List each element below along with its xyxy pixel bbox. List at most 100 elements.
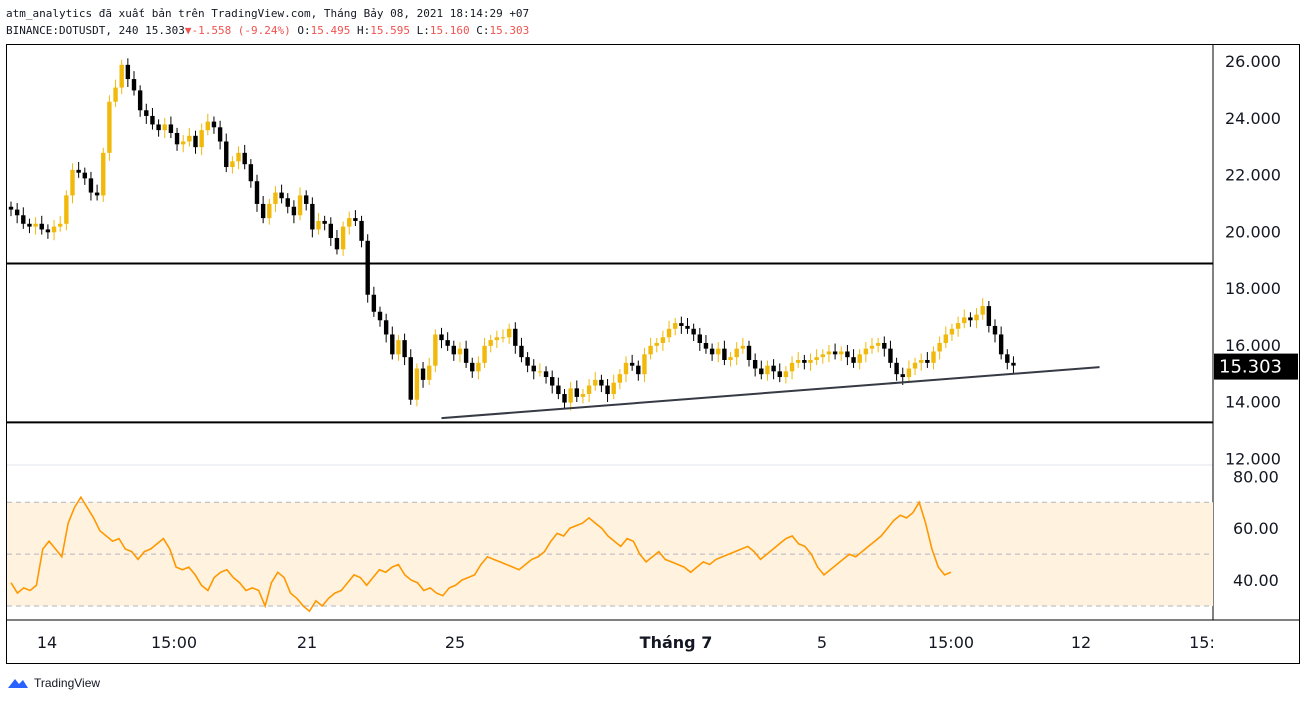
chart-svg[interactable]: 26.000 24.000 22.000 20.000 18.000 16.000 14.0… — [7, 45, 1299, 663]
candle-body — [931, 351, 936, 363]
candle-body — [125, 64, 131, 80]
candle-body — [832, 351, 838, 355]
candle-body — [236, 152, 241, 162]
candle-body — [894, 362, 899, 375]
tradingview-logo[interactable]: TradingView — [6, 674, 100, 692]
rsi-tick-label: 80.00 — [1233, 467, 1279, 486]
candle-body — [550, 377, 555, 386]
candle-body — [297, 195, 303, 216]
open-value: 15.495 — [310, 24, 351, 37]
publish-info: atm_analytics đã xuất bản trên TradingVi… — [6, 7, 530, 20]
candle-body — [666, 328, 672, 338]
candle-body — [21, 215, 26, 224]
candle-body — [506, 328, 512, 338]
candle-body — [968, 317, 973, 321]
candle-body — [937, 342, 942, 352]
candle-body — [248, 164, 254, 182]
candle-body — [144, 110, 149, 116]
candle-body — [470, 362, 475, 372]
candle-body — [359, 220, 364, 241]
candle-body — [875, 342, 881, 346]
candle-body — [611, 382, 616, 395]
candle-body — [33, 223, 38, 227]
candle-body — [882, 342, 887, 349]
candle-body — [187, 135, 192, 142]
candle-body — [980, 306, 985, 315]
candle-body — [51, 226, 57, 233]
candle-body — [654, 342, 659, 346]
candle-body — [45, 229, 51, 233]
candle-body — [648, 345, 653, 355]
candle-body — [660, 337, 666, 343]
candle-body — [113, 87, 118, 102]
candle-body — [383, 320, 389, 335]
candle-body — [390, 334, 395, 355]
candle-body — [131, 79, 137, 91]
last-price-label: 15.303 — [1219, 357, 1282, 378]
candle-body — [396, 340, 401, 355]
candle-body — [94, 192, 100, 196]
candle-body — [420, 368, 426, 380]
candle-body — [174, 132, 180, 145]
candle-body — [556, 385, 561, 395]
candle-body — [703, 342, 709, 349]
price-tick-label: 26.000 — [1225, 52, 1281, 71]
candle-body — [605, 385, 610, 395]
candle-body — [328, 223, 333, 238]
candle-body — [845, 351, 850, 358]
chart-frame[interactable]: 26.000 24.000 22.000 20.000 18.000 16.000 14.0… — [6, 44, 1300, 664]
candle-body — [912, 362, 918, 369]
candle-body — [986, 306, 992, 326]
time-tick-label: 21 — [297, 633, 317, 652]
candle-body — [826, 351, 832, 355]
candle-body — [334, 237, 340, 250]
candle-body — [279, 192, 284, 199]
time-tick-label: 15: — [1189, 633, 1215, 652]
candle-body — [820, 354, 825, 358]
candle-body — [919, 360, 924, 363]
candle-body — [445, 340, 450, 346]
price-tick-label: 22.000 — [1225, 166, 1281, 185]
candle-body — [974, 314, 979, 321]
candle-body — [955, 323, 961, 329]
last-price-badge — [1214, 353, 1298, 380]
candle-body — [260, 203, 266, 219]
open-label: O: — [297, 24, 311, 37]
candle-body — [562, 394, 567, 403]
candle-body — [802, 360, 807, 363]
candle-body — [789, 362, 795, 372]
candle-body — [740, 345, 746, 349]
time-tick-label: 15:00 — [151, 633, 197, 652]
footer-brand: TradingView — [34, 676, 101, 690]
candle-body — [796, 360, 801, 363]
candle-body — [685, 325, 690, 329]
candle-body — [193, 135, 198, 148]
high-value: 15.595 — [370, 24, 411, 37]
candle-body — [759, 368, 764, 375]
candle-body — [783, 371, 789, 378]
close-value: 15.303 — [489, 24, 530, 37]
candle-body — [377, 311, 383, 321]
rsi-tick-label: 60.00 — [1233, 519, 1279, 538]
down-arrow-icon: ▼ — [184, 24, 192, 37]
candle-body — [599, 379, 604, 386]
candle-body — [224, 141, 229, 168]
price-change: -1.558 (-9.24%) — [191, 24, 291, 37]
candle-body — [254, 181, 260, 204]
candle-body — [722, 348, 727, 360]
candle-body — [623, 362, 629, 375]
candle-body — [771, 365, 776, 372]
candle-body — [500, 337, 506, 339]
candle-body — [709, 348, 715, 355]
time-tick-label: 25 — [445, 633, 465, 652]
candle-body — [304, 195, 309, 204]
rsi-line — [10, 495, 952, 613]
candle-body — [998, 334, 1004, 355]
price-tick-label: 16.000 — [1225, 336, 1281, 355]
candle-body — [353, 218, 358, 221]
candle-body — [962, 317, 967, 324]
trendline — [441, 366, 1100, 420]
candle-body — [586, 385, 592, 395]
candle-body — [673, 323, 678, 329]
candle-body — [808, 360, 813, 363]
